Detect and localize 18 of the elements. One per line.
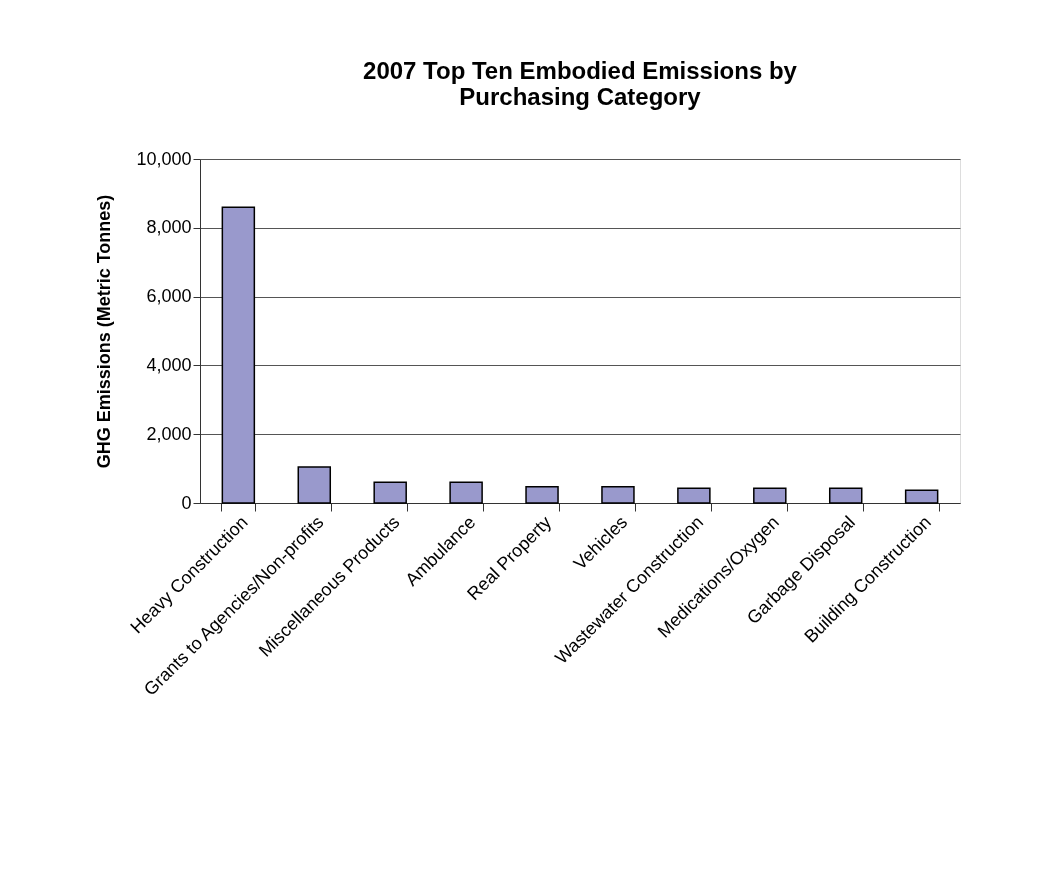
y-axis-title: GHG Emissions (Metric Tonnes) (94, 194, 115, 469)
bar (828, 487, 863, 504)
y-tick-label: 2,000 (146, 423, 192, 444)
bar (449, 481, 483, 504)
bar (221, 206, 256, 504)
y-tick-label: 10,000 (136, 148, 192, 169)
bar (753, 487, 787, 504)
bar (601, 486, 635, 504)
y-tick-label: 4,000 (146, 354, 192, 375)
bar (525, 486, 559, 504)
chart-title: 2007 Top Ten Embodied Emissions by Purchasing Category (363, 57, 798, 110)
y-tick-label: 8,000 (146, 217, 192, 238)
bar (677, 487, 711, 504)
y-tick-label: 0 (181, 492, 192, 513)
bar (904, 489, 939, 504)
bar (373, 481, 407, 504)
y-tick-label: 6,000 (146, 286, 192, 307)
bar (297, 466, 332, 504)
